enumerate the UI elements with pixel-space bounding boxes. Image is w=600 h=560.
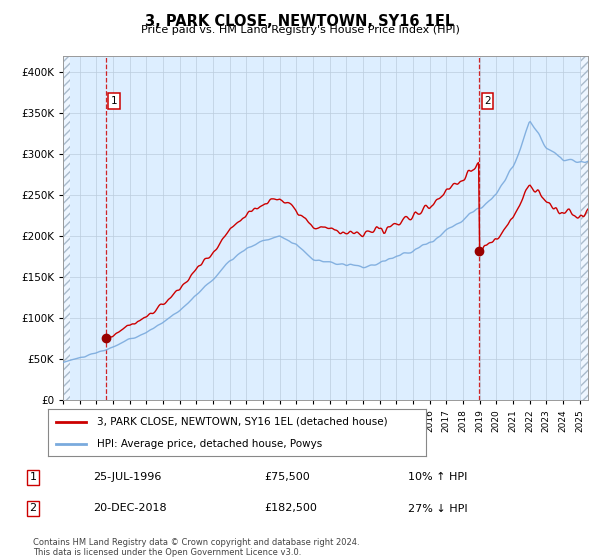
Bar (63, 56, 70, 400)
Text: 20-DEC-2018: 20-DEC-2018 (93, 503, 167, 514)
Text: Price paid vs. HM Land Registry's House Price Index (HPI): Price paid vs. HM Land Registry's House … (140, 25, 460, 35)
Text: 25-JUL-1996: 25-JUL-1996 (93, 472, 161, 482)
Text: 1: 1 (110, 96, 117, 106)
Text: HPI: Average price, detached house, Powys: HPI: Average price, detached house, Powy… (97, 438, 322, 449)
Bar (63, 56, 70, 400)
Text: 2: 2 (484, 96, 491, 106)
Text: 3, PARK CLOSE, NEWTOWN, SY16 1EL: 3, PARK CLOSE, NEWTOWN, SY16 1EL (145, 14, 455, 29)
Text: 1: 1 (29, 472, 37, 482)
Text: 10% ↑ HPI: 10% ↑ HPI (408, 472, 467, 482)
Text: £182,500: £182,500 (264, 503, 317, 514)
Text: £75,500: £75,500 (264, 472, 310, 482)
Text: Contains HM Land Registry data © Crown copyright and database right 2024.
This d: Contains HM Land Registry data © Crown c… (33, 538, 359, 557)
Bar (581, 56, 588, 400)
Text: 3, PARK CLOSE, NEWTOWN, SY16 1EL (detached house): 3, PARK CLOSE, NEWTOWN, SY16 1EL (detach… (97, 417, 388, 427)
Text: 27% ↓ HPI: 27% ↓ HPI (408, 503, 467, 514)
Bar (581, 56, 588, 400)
Text: 2: 2 (29, 503, 37, 514)
